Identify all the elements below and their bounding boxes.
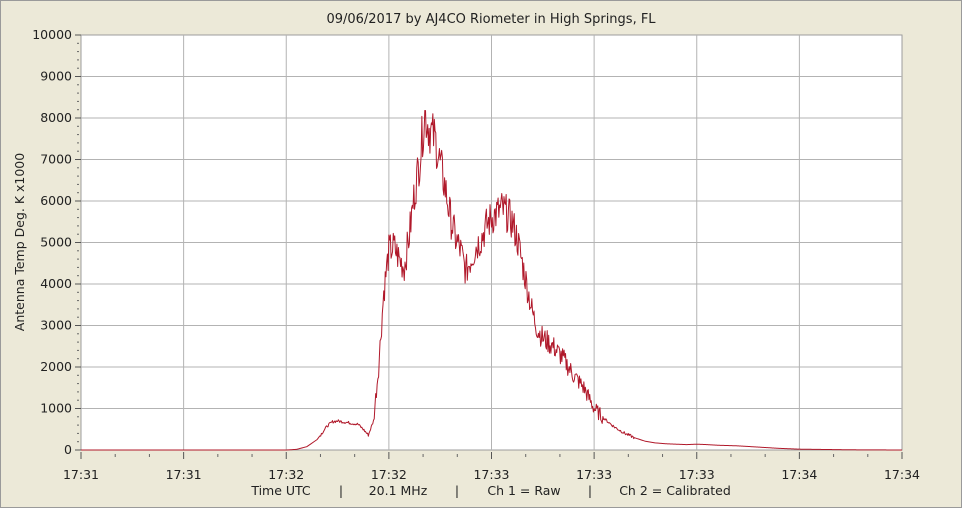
footer-separator: | xyxy=(588,483,592,498)
x-tick-label: 17:34 xyxy=(781,467,817,482)
chart-title: 09/06/2017 by AJ4CO Riometer in High Spr… xyxy=(326,12,656,27)
grid xyxy=(81,35,902,450)
y-tick-label: 1000 xyxy=(40,401,72,416)
y-tick-label: 3000 xyxy=(40,318,72,333)
footer-info: Time UTC | 20.1 MHz | Ch 1 = Raw | Ch 2 … xyxy=(250,483,730,498)
y-tick-label: 8000 xyxy=(40,110,72,125)
x-tick-label: 17:32 xyxy=(268,467,304,482)
series-layer xyxy=(81,110,902,451)
y-tick-label: 6000 xyxy=(40,193,72,208)
axis-ticks xyxy=(75,34,903,459)
footer-ch1: Ch 1 = Raw xyxy=(487,483,560,498)
footer-separator: | xyxy=(339,483,343,498)
y-tick-label: 10000 xyxy=(32,27,72,42)
y-tick-label: 7000 xyxy=(40,152,72,167)
x-tick-label: 17:32 xyxy=(371,467,407,482)
footer-ch2: Ch 2 = Calibrated xyxy=(619,483,731,498)
y-tick-label: 5000 xyxy=(40,235,72,250)
x-tick-label: 17:34 xyxy=(884,467,920,482)
y-tick-label: 2000 xyxy=(40,359,72,374)
footer-separator: | xyxy=(455,483,459,498)
x-tick-label: 17:31 xyxy=(63,467,99,482)
y-tick-label: 4000 xyxy=(40,276,72,291)
x-tick-label: 17:33 xyxy=(473,467,509,482)
footer-frequency: 20.1 MHz xyxy=(369,483,428,498)
footer-time-utc: Time UTC xyxy=(250,483,311,498)
y-tick-label: 9000 xyxy=(40,69,72,84)
y-axis-label: Antenna Temp Deg. K x1000 xyxy=(12,153,27,331)
y-tick-label: 0 xyxy=(64,442,72,457)
series-line xyxy=(81,110,902,451)
x-tick-label: 17:33 xyxy=(576,467,612,482)
x-tick-labels: 17:31 17:31 17:32 17:32 17:33 17:33 17:33 17:34… xyxy=(63,467,920,482)
x-tick-label: 17:31 xyxy=(166,467,202,482)
y-tick-labels: 0 1000 2000 3000 4000 5000 6000 7000 8000 9000 100… xyxy=(32,27,72,457)
x-tick-label: 17:33 xyxy=(679,467,715,482)
